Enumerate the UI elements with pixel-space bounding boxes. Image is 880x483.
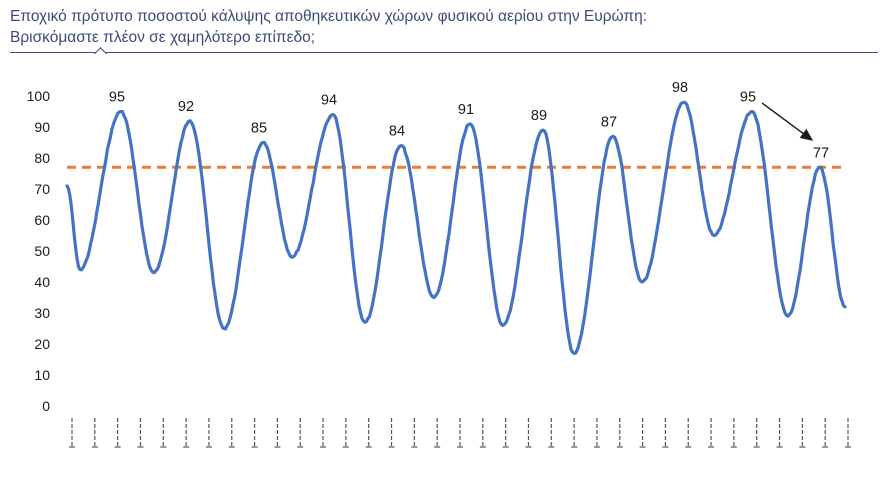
y-tick-label: 30 xyxy=(34,305,50,321)
x-tick-mark xyxy=(799,418,806,448)
peak-value-label: 84 xyxy=(389,124,405,140)
x-tick-mark xyxy=(434,418,441,448)
peak-value-label: 87 xyxy=(601,114,617,130)
annotation-arrow xyxy=(761,102,814,141)
x-tick-mark xyxy=(616,418,623,448)
x-tick-mark xyxy=(365,418,372,448)
x-tick-mark xyxy=(662,418,669,448)
peak-value-label: 91 xyxy=(458,102,474,118)
peak-value-label: 95 xyxy=(740,90,756,106)
x-tick-mark xyxy=(479,418,486,448)
annotation xyxy=(761,102,814,141)
y-tick-label: 10 xyxy=(34,367,50,383)
y-tick-label: 90 xyxy=(34,119,50,135)
y-tick-label: 70 xyxy=(34,181,50,197)
x-tick-mark xyxy=(525,418,532,448)
plot-area xyxy=(65,100,847,355)
x-tick-mark xyxy=(160,418,167,448)
x-tick-mark xyxy=(730,418,737,448)
y-axis: 0 10 20 30 40 50 60 70 80 90 100 xyxy=(27,88,51,414)
x-tick-mark xyxy=(274,418,281,448)
x-tick-mark xyxy=(776,418,783,448)
x-tick-mark xyxy=(183,418,190,448)
x-tick-mark xyxy=(548,418,555,448)
x-tick-mark xyxy=(753,418,760,448)
x-tick-mark xyxy=(297,418,304,448)
y-tick-label: 80 xyxy=(34,150,50,166)
x-tick-mark xyxy=(205,418,212,448)
y-tick-label: 60 xyxy=(34,212,50,228)
chart-title: Εποχικό πρότυπο ποσοστού κάλυψης αποθηκε… xyxy=(10,6,647,48)
title-divider xyxy=(10,52,878,53)
x-tick-mark xyxy=(69,418,75,448)
x-tick-mark xyxy=(708,418,715,448)
y-tick-label: 50 xyxy=(34,243,50,259)
y-tick-label: 40 xyxy=(34,274,50,290)
peak-value-label: 98 xyxy=(672,80,688,96)
peak-value-label: 94 xyxy=(321,93,337,109)
peak-value-label: 89 xyxy=(531,108,547,124)
x-tick-mark xyxy=(228,418,235,448)
x-tick-mark xyxy=(571,418,578,448)
x-tick-mark xyxy=(91,418,98,448)
y-tick-label: 20 xyxy=(34,336,50,352)
x-tick-mark xyxy=(114,418,121,448)
y-tick-label: 0 xyxy=(42,398,50,414)
peak-labels: 95 92 85 94 84 91 89 87 98 95 77 xyxy=(109,80,829,161)
x-tick-mark xyxy=(685,418,692,448)
x-tick-mark xyxy=(593,418,600,448)
x-tick-mark xyxy=(137,418,144,448)
peak-value-label: 92 xyxy=(178,99,194,115)
y-tick-label: 100 xyxy=(27,88,51,104)
x-tick-mark xyxy=(639,418,646,448)
x-tick-mark xyxy=(457,418,463,448)
peak-value-label: 85 xyxy=(251,121,267,137)
x-tick-mark xyxy=(822,418,829,448)
x-tick-mark xyxy=(388,418,395,448)
chart-title-line2: Βρισκόμαστε πλέον σε χαμηλότερο επίπεδο; xyxy=(10,29,316,46)
x-tick-mark xyxy=(320,418,327,448)
x-tick-mark xyxy=(251,418,258,448)
chart-title-line1: Εποχικό πρότυπο ποσοστού κάλυψης αποθηκε… xyxy=(10,8,648,25)
x-tick-mark xyxy=(845,418,851,448)
peak-value-label: 95 xyxy=(109,90,125,106)
x-axis xyxy=(69,418,851,448)
x-tick-mark xyxy=(411,418,418,448)
x-tick-mark xyxy=(342,418,349,448)
peak-value-label: 77 xyxy=(813,145,829,161)
x-tick-mark xyxy=(502,418,509,448)
series-line xyxy=(65,100,847,355)
